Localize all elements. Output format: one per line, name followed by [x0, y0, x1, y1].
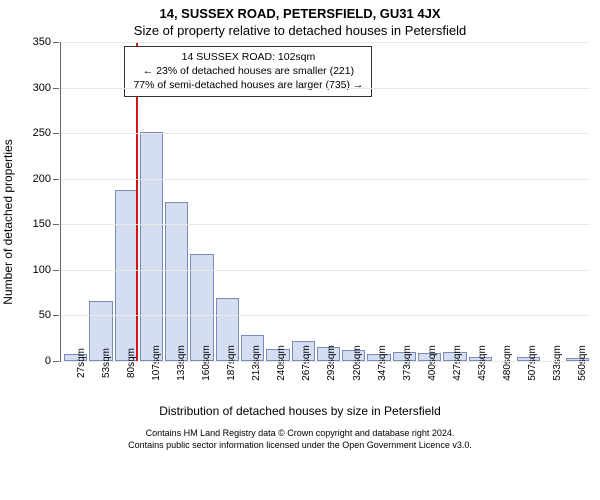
- grid-line: [61, 361, 590, 362]
- y-tick: [53, 88, 59, 89]
- x-tick-label: 320sqm: [352, 345, 363, 381]
- x-tick-label: 133sqm: [176, 345, 187, 381]
- footer-line-1: Contains HM Land Registry data © Crown c…: [0, 428, 600, 440]
- x-tick-label: 507sqm: [527, 345, 538, 381]
- x-tick-label: 400sqm: [427, 345, 438, 381]
- x-tick-label: 27sqm: [76, 348, 87, 378]
- y-tick-label: 100: [33, 264, 51, 276]
- annotation-box: 14 SUSSEX ROAD: 102sqm ← 23% of detached…: [124, 46, 372, 97]
- x-tick-cell: 267sqm: [289, 361, 314, 401]
- y-tick: [53, 42, 59, 43]
- x-tick-label: 373sqm: [402, 345, 413, 381]
- y-tick: [53, 315, 59, 316]
- x-tick-cell: 160sqm: [188, 361, 213, 401]
- x-tick-cell: 560sqm: [565, 361, 590, 401]
- x-tick-cell: 27sqm: [63, 361, 88, 401]
- x-tick-cell: 133sqm: [163, 361, 188, 401]
- grid-line: [61, 42, 590, 43]
- y-tick: [53, 224, 59, 225]
- x-tick-label: 187sqm: [226, 345, 237, 381]
- bar: [165, 202, 188, 362]
- x-tick-label: 80sqm: [126, 348, 137, 378]
- x-tick-cell: 320sqm: [339, 361, 364, 401]
- y-tick: [53, 133, 59, 134]
- y-tick-label: 200: [33, 173, 51, 185]
- x-tick-cell: 347sqm: [364, 361, 389, 401]
- bar: [140, 132, 163, 361]
- x-tick-cell: 427sqm: [439, 361, 464, 401]
- grid-line: [61, 224, 590, 225]
- y-tick-label: 150: [33, 218, 51, 230]
- x-tick-label: 453sqm: [477, 345, 488, 381]
- plot-area: 14 SUSSEX ROAD: 102sqm ← 23% of detached…: [60, 42, 590, 362]
- x-tick-row: 27sqm53sqm80sqm107sqm133sqm160sqm187sqm2…: [61, 361, 590, 401]
- x-tick-cell: 373sqm: [389, 361, 414, 401]
- x-axis-title: Distribution of detached houses by size …: [0, 404, 600, 418]
- x-tick-cell: 240sqm: [264, 361, 289, 401]
- x-tick-label: 53sqm: [101, 348, 112, 378]
- x-tick-cell: 53sqm: [88, 361, 113, 401]
- y-tick-label: 350: [33, 36, 51, 48]
- x-tick-label: 267sqm: [301, 345, 312, 381]
- footer-line-2: Contains public sector information licen…: [0, 440, 600, 452]
- annotation-line-3: 77% of semi-detached houses are larger (…: [133, 78, 363, 92]
- y-tick: [53, 361, 59, 362]
- x-tick-label: 427sqm: [452, 345, 463, 381]
- x-tick-label: 213sqm: [251, 345, 262, 381]
- annotation-line-1: 14 SUSSEX ROAD: 102sqm: [133, 50, 363, 64]
- y-tick: [53, 270, 59, 271]
- x-tick-label: 480sqm: [502, 345, 513, 381]
- y-tick-label: 0: [45, 355, 51, 367]
- y-tick: [53, 179, 59, 180]
- x-tick-cell: 213sqm: [239, 361, 264, 401]
- bar: [115, 190, 138, 361]
- grid-line: [61, 179, 590, 180]
- y-tick-label: 300: [33, 82, 51, 94]
- x-tick-cell: 80sqm: [113, 361, 138, 401]
- x-tick-label: 533sqm: [552, 345, 563, 381]
- x-tick-cell: 533sqm: [540, 361, 565, 401]
- x-tick-cell: 453sqm: [465, 361, 490, 401]
- grid-line: [61, 133, 590, 134]
- x-tick-cell: 107sqm: [138, 361, 163, 401]
- x-tick-cell: 293sqm: [314, 361, 339, 401]
- annotation-line-2: ← 23% of detached houses are smaller (22…: [133, 64, 363, 78]
- grid-line: [61, 88, 590, 89]
- x-tick-label: 347sqm: [377, 345, 388, 381]
- grid-line: [61, 270, 590, 271]
- y-tick-label: 250: [33, 127, 51, 139]
- y-axis-label: Number of detached properties: [1, 139, 15, 304]
- x-tick-label: 240sqm: [276, 345, 287, 381]
- grid-line: [61, 315, 590, 316]
- x-tick-label: 560sqm: [577, 345, 588, 381]
- x-tick-label: 160sqm: [201, 345, 212, 381]
- x-tick-cell: 400sqm: [414, 361, 439, 401]
- page-title: 14, SUSSEX ROAD, PETERSFIELD, GU31 4JX: [0, 0, 600, 21]
- x-tick-cell: 480sqm: [490, 361, 515, 401]
- x-tick-cell: 507sqm: [515, 361, 540, 401]
- footer-text: Contains HM Land Registry data © Crown c…: [0, 428, 600, 451]
- chart-subtitle: Size of property relative to detached ho…: [0, 21, 600, 42]
- x-tick-cell: 187sqm: [214, 361, 239, 401]
- x-tick-label: 293sqm: [326, 345, 337, 381]
- chart-container: Number of detached properties 14 SUSSEX …: [52, 42, 590, 402]
- y-tick-label: 50: [39, 309, 51, 321]
- x-tick-label: 107sqm: [151, 345, 162, 381]
